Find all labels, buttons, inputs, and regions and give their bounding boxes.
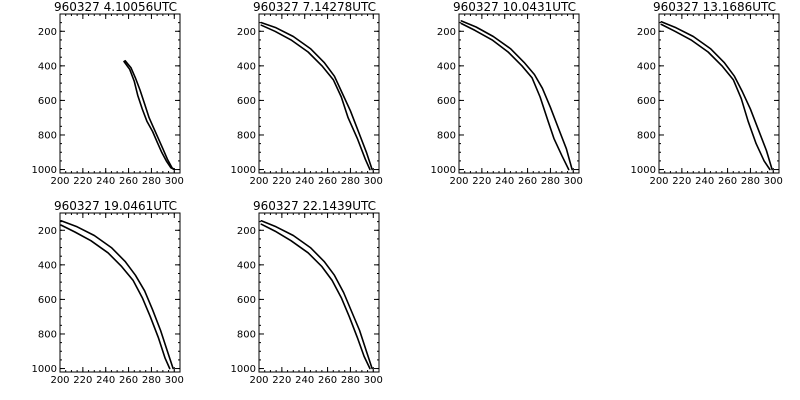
x-tick-label: 280 — [142, 375, 161, 386]
chart-panel-1: 960327 4.10056UTC 200 220 240 260 280 300 200 40… — [32, 0, 184, 187]
y-tick-label: 200 — [38, 226, 57, 237]
x-tick-label: 260 — [718, 176, 737, 187]
x-tick-label: 220 — [73, 176, 92, 187]
panel-title: 960327 7.14278UTC — [253, 0, 376, 14]
profile-line-1 — [124, 59, 176, 171]
panel-title: 960327 19.0461UTC — [54, 199, 177, 213]
x-tick-label: 200 — [50, 375, 69, 386]
y-tick-label: 1000 — [32, 364, 57, 375]
profile-line-1 — [460, 20, 573, 171]
y-tick-label: 400 — [637, 61, 656, 72]
y-tick-label: 800 — [237, 130, 256, 141]
x-tick-label: 240 — [295, 375, 314, 386]
x-tick-label: 200 — [449, 176, 468, 187]
plot-frame — [258, 212, 380, 373]
plot-frame — [258, 13, 380, 174]
panel-title: 960327 10.0431UTC — [453, 0, 576, 14]
y-tick-label: 1000 — [631, 165, 656, 176]
y-tick-label: 200 — [237, 27, 256, 38]
x-tick-label: 240 — [495, 176, 514, 187]
x-tick-label: 240 — [96, 375, 115, 386]
y-tick-label: 200 — [237, 226, 256, 237]
panel-title: 960327 22.1439UTC — [253, 199, 376, 213]
x-tick-label: 300 — [364, 176, 383, 187]
x-tick-label: 280 — [541, 176, 560, 187]
chart-panel-5: 960327 19.0461UTC 200 220 240 260 280 300 200 40… — [32, 199, 184, 386]
profile-line-2 — [660, 23, 771, 171]
x-tick-label: 300 — [564, 176, 583, 187]
x-tick-label: 200 — [649, 176, 668, 187]
plot-frame — [59, 212, 181, 373]
x-tick-label: 280 — [142, 176, 161, 187]
plot-frame — [658, 13, 780, 174]
x-tick-label: 260 — [318, 375, 337, 386]
profile-line-1 — [660, 20, 773, 171]
y-tick-label: 200 — [437, 27, 456, 38]
y-tick-label: 600 — [437, 96, 456, 107]
chart-panel-2: 960327 7.14278UTC 200 220 240 260 280 300 200 40… — [231, 0, 383, 187]
y-tick-label: 400 — [38, 61, 57, 72]
y-tick-label: 1000 — [231, 364, 256, 375]
x-tick-label: 200 — [249, 375, 268, 386]
x-tick-label: 220 — [472, 176, 491, 187]
chart-panel-3: 960327 10.0431UTC 200 220 240 260 280 300 200 40… — [431, 0, 583, 187]
y-tick-label: 600 — [637, 96, 656, 107]
y-tick-label: 600 — [237, 96, 256, 107]
profile-line-1 — [260, 220, 373, 370]
x-tick-label: 300 — [364, 375, 383, 386]
y-tick-label: 400 — [437, 61, 456, 72]
profile-line-1 — [60, 220, 174, 370]
y-tick-label: 400 — [38, 260, 57, 271]
x-tick-label: 200 — [50, 176, 69, 187]
x-tick-label: 220 — [272, 176, 291, 187]
panel-title: 960327 4.10056UTC — [54, 0, 177, 14]
x-tick-label: 220 — [672, 176, 691, 187]
chart-panel-4: 960327 13.1686UTC 200 220 240 260 280 300 200 40… — [631, 0, 783, 187]
y-tick-label: 1000 — [431, 165, 456, 176]
x-tick-label: 280 — [341, 176, 360, 187]
x-tick-label: 300 — [764, 176, 783, 187]
y-tick-label: 400 — [237, 260, 256, 271]
profile-line-2 — [60, 224, 171, 370]
profile-line-1 — [260, 21, 373, 171]
x-tick-label: 240 — [695, 176, 714, 187]
x-tick-label: 260 — [119, 176, 138, 187]
x-tick-label: 280 — [341, 375, 360, 386]
y-tick-label: 1000 — [231, 165, 256, 176]
profile-line-2 — [123, 60, 176, 171]
x-tick-label: 220 — [73, 375, 92, 386]
profile-line-2 — [460, 22, 570, 171]
plot-frame — [458, 13, 580, 174]
x-tick-label: 260 — [518, 176, 537, 187]
x-tick-label: 220 — [272, 375, 291, 386]
profile-line-2 — [260, 24, 371, 171]
y-tick-label: 800 — [38, 130, 57, 141]
x-tick-label: 300 — [165, 375, 184, 386]
y-tick-label: 1000 — [32, 165, 57, 176]
x-tick-label: 260 — [318, 176, 337, 187]
x-tick-label: 200 — [249, 176, 268, 187]
x-tick-label: 240 — [295, 176, 314, 187]
y-tick-label: 800 — [637, 130, 656, 141]
x-tick-label: 280 — [741, 176, 760, 187]
x-tick-label: 240 — [96, 176, 115, 187]
plot-frame — [59, 13, 181, 174]
y-tick-label: 400 — [237, 61, 256, 72]
panel-title: 960327 13.1686UTC — [653, 0, 776, 14]
profile-line-2 — [260, 223, 371, 370]
y-tick-label: 600 — [237, 295, 256, 306]
y-tick-label: 200 — [38, 27, 57, 38]
y-tick-label: 800 — [437, 130, 456, 141]
x-tick-label: 260 — [119, 375, 138, 386]
y-tick-label: 600 — [38, 295, 57, 306]
y-tick-label: 800 — [38, 329, 57, 340]
chart-panel-6: 960327 22.1439UTC 200 220 240 260 280 300 200 40… — [231, 199, 383, 386]
y-tick-label: 200 — [637, 27, 656, 38]
y-tick-label: 600 — [38, 96, 57, 107]
x-tick-label: 300 — [165, 176, 184, 187]
y-tick-label: 800 — [237, 329, 256, 340]
